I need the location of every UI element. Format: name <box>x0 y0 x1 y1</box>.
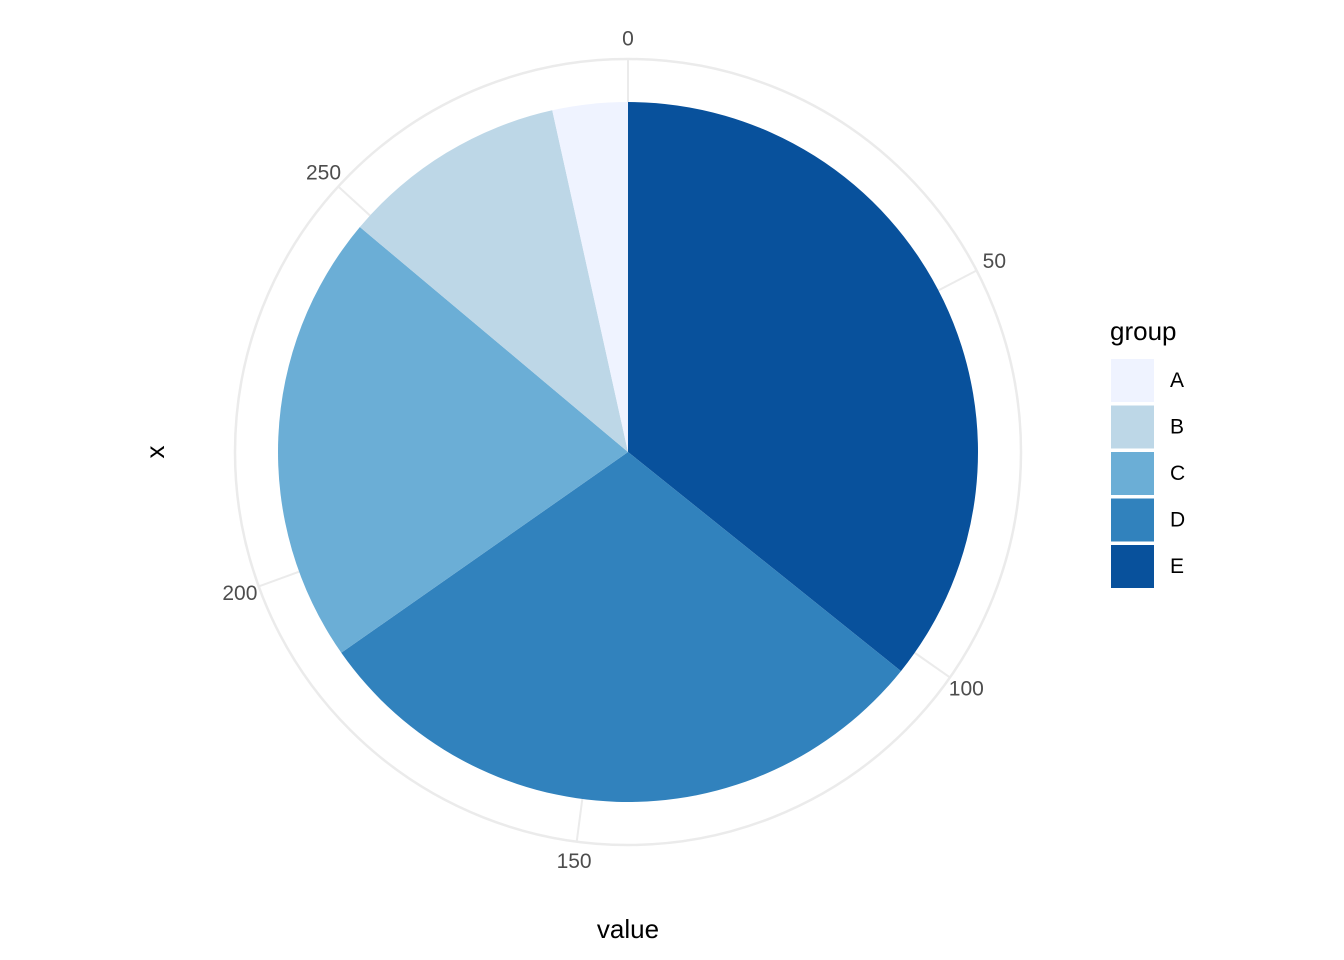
pie-slice-B <box>359 110 628 453</box>
polar-grid <box>233 57 1023 847</box>
grid-tick-line-250 <box>337 185 371 217</box>
legend-items: A BC DE <box>1111 359 1185 588</box>
theta-tick-label-150: 150 <box>557 850 592 873</box>
legend-label-B: B <box>1170 416 1184 439</box>
pie-slice-D <box>341 452 901 803</box>
theta-tick-label-0: 0 <box>622 28 634 51</box>
theta-tick-label-100: 100 <box>949 677 984 700</box>
legend-label-A: A <box>1170 369 1184 392</box>
theta-ticks: 0 50 100 150 200 250 <box>222 28 1006 873</box>
legend-key-B <box>1111 405 1154 449</box>
grid-tick-line-100 <box>914 651 951 679</box>
legend-label-C: C <box>1170 462 1185 485</box>
legend-title: group <box>1110 316 1177 346</box>
legend: group A BC DE <box>1110 316 1185 588</box>
legend-key-C <box>1111 452 1154 495</box>
theta-tick-label-200: 200 <box>222 582 257 605</box>
legend-key-D <box>1111 498 1154 542</box>
legend-key-A <box>1111 359 1154 402</box>
grid-tick-line-150 <box>575 798 584 842</box>
legend-label-E: E <box>1170 555 1184 578</box>
y-axis-title: x <box>140 446 170 459</box>
theta-tick-label-250: 250 <box>306 161 341 184</box>
pie-slice-A <box>552 102 628 452</box>
legend-key-E <box>1111 545 1154 588</box>
x-axis-title: value <box>597 914 659 944</box>
grid-tick-line-200 <box>258 570 300 588</box>
theta-tick-label-50: 50 <box>983 250 1006 273</box>
pie-slice-E <box>628 102 978 672</box>
legend-label-D: D <box>1170 509 1185 532</box>
pie-slice-C <box>278 227 628 653</box>
pie-slices <box>278 102 978 803</box>
grid-tick-line-50 <box>937 269 978 292</box>
